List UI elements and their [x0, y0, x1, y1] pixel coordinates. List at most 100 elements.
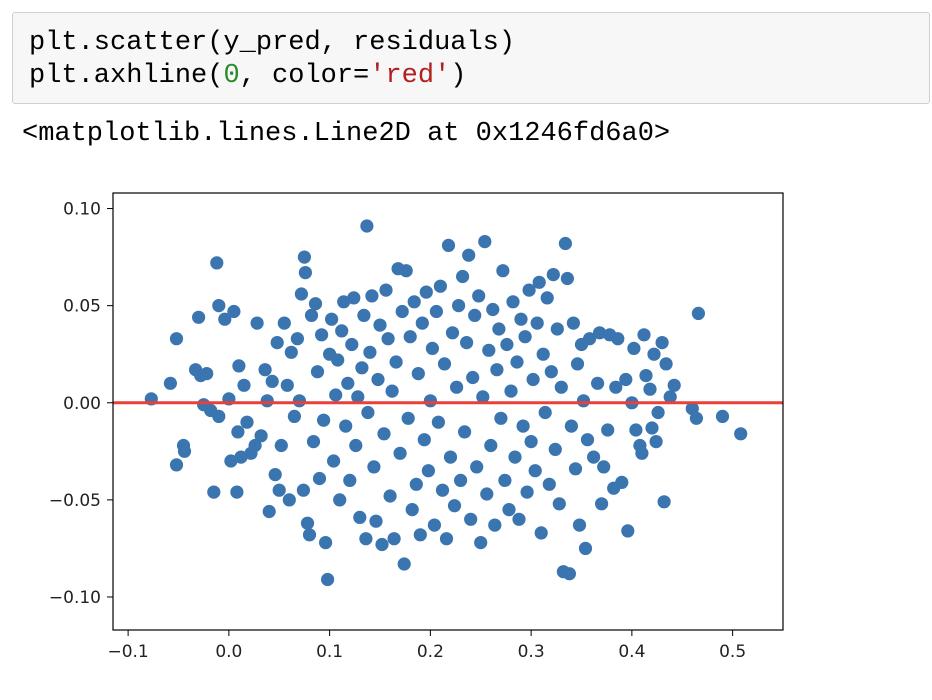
- scatter-point: [230, 485, 244, 499]
- scatter-point: [231, 425, 245, 439]
- scatter-point: [635, 446, 649, 460]
- scatter-point: [405, 503, 419, 517]
- scatter-point: [200, 367, 214, 381]
- scatter-point: [548, 442, 562, 456]
- y-tick-label: −0.10: [49, 588, 101, 608]
- scatter-point: [335, 324, 349, 338]
- scatter-point: [498, 473, 512, 487]
- code-line-2-suffix: ): [450, 61, 467, 91]
- scatter-point: [476, 390, 490, 404]
- scatter-point: [409, 477, 423, 491]
- scatter-point: [270, 336, 284, 350]
- scatter-point: [564, 419, 579, 433]
- scatter-point: [464, 512, 478, 526]
- scatter-point: [302, 528, 317, 542]
- scatter-point: [538, 405, 552, 420]
- scatter-point: [611, 332, 625, 346]
- scatter-point: [317, 413, 331, 427]
- scatter-point: [325, 312, 339, 326]
- scatter-point: [500, 337, 514, 352]
- scatter-point: [218, 312, 232, 326]
- scatter-point: [347, 291, 361, 305]
- scatter-point: [329, 388, 343, 402]
- scatter-point: [647, 347, 661, 361]
- code-line-1: plt.scatter(y_pred, residuals): [29, 28, 516, 58]
- scatter-point: [272, 483, 286, 497]
- scatter-point: [629, 423, 643, 437]
- scatter-point: [287, 409, 301, 423]
- x-axis: −0.1 0.0 0.1 0.2 0.3 0.4 0.5: [107, 630, 746, 662]
- code-text[interactable]: plt.scatter(y_pred, residuals) plt.axhli…: [29, 27, 515, 93]
- scatter-point: [333, 493, 347, 507]
- scatter-point: [355, 361, 369, 375]
- scatter-point: [536, 347, 550, 361]
- scatter-point: [177, 444, 192, 458]
- scatter-point: [627, 341, 641, 355]
- x-tick-label: −0.1: [107, 642, 148, 662]
- scatter-point: [643, 382, 657, 396]
- scatter-point: [360, 219, 374, 233]
- scatter-point: [337, 295, 351, 309]
- x-tick-label: 0.3: [518, 642, 545, 662]
- y-tick-label: −0.05: [49, 491, 101, 511]
- scatter-point: [363, 345, 377, 359]
- scatter-point: [268, 468, 282, 482]
- scatter-point: [595, 497, 609, 511]
- scatter-point: [580, 433, 595, 447]
- code-string-literal: 'red': [369, 61, 451, 91]
- scatter-point: [310, 365, 325, 379]
- scatter-point: [443, 450, 458, 464]
- scatter-point: [433, 279, 447, 293]
- scatter-point: [447, 499, 462, 513]
- scatter-point: [458, 425, 472, 439]
- scatter-point: [319, 536, 333, 550]
- scatter-point: [224, 454, 238, 468]
- scatter-point: [254, 429, 268, 443]
- scatter-point: [421, 464, 435, 478]
- scatter-point: [663, 390, 677, 404]
- scatter-point: [296, 483, 310, 497]
- scatter-point: [351, 390, 365, 404]
- scatter-point: [649, 435, 663, 449]
- scatter-point: [277, 316, 291, 330]
- scatter-point: [651, 405, 665, 420]
- scatter-point: [207, 485, 221, 499]
- scatter-point: [522, 283, 536, 297]
- scatter-point: [466, 370, 480, 385]
- scatter-point: [494, 411, 508, 425]
- scatter-point: [530, 316, 544, 330]
- scatter-point: [321, 572, 335, 587]
- code-line-2-prefix: plt.axhline(: [29, 61, 224, 91]
- scatter-point: [371, 372, 385, 387]
- scatter-point: [260, 394, 274, 408]
- scatter-point: [234, 450, 248, 464]
- scatter-point: [691, 306, 706, 320]
- code-number-literal: 0: [223, 61, 240, 91]
- scatter-point: [659, 357, 673, 371]
- scatter-point: [583, 332, 597, 346]
- scatter-point: [312, 471, 327, 486]
- scatter-points: [144, 219, 748, 587]
- scatter-point: [315, 328, 329, 342]
- scatter-point: [562, 567, 577, 581]
- code-line-2-mid: , color=: [239, 61, 370, 91]
- scatter-point: [258, 363, 272, 377]
- scatter-point: [502, 503, 516, 517]
- scatter-point: [349, 438, 363, 453]
- scatter-point: [327, 454, 341, 468]
- scatter-point: [385, 384, 399, 398]
- scatter-point: [597, 460, 611, 474]
- scatter-point: [460, 336, 474, 350]
- scatter-point: [496, 264, 510, 278]
- scatter-point: [163, 376, 177, 390]
- scatter-point: [399, 264, 413, 278]
- code-cell[interactable]: plt.scatter(y_pred, residuals) plt.axhli…: [12, 12, 930, 104]
- scatter-point: [300, 516, 315, 530]
- scatter-point: [331, 353, 345, 367]
- scatter-point: [274, 438, 288, 453]
- scatter-point: [450, 380, 464, 394]
- scatter-point: [417, 433, 431, 447]
- scatter-point: [570, 357, 585, 371]
- scatter-point: [524, 435, 538, 449]
- scatter-point: [169, 458, 184, 472]
